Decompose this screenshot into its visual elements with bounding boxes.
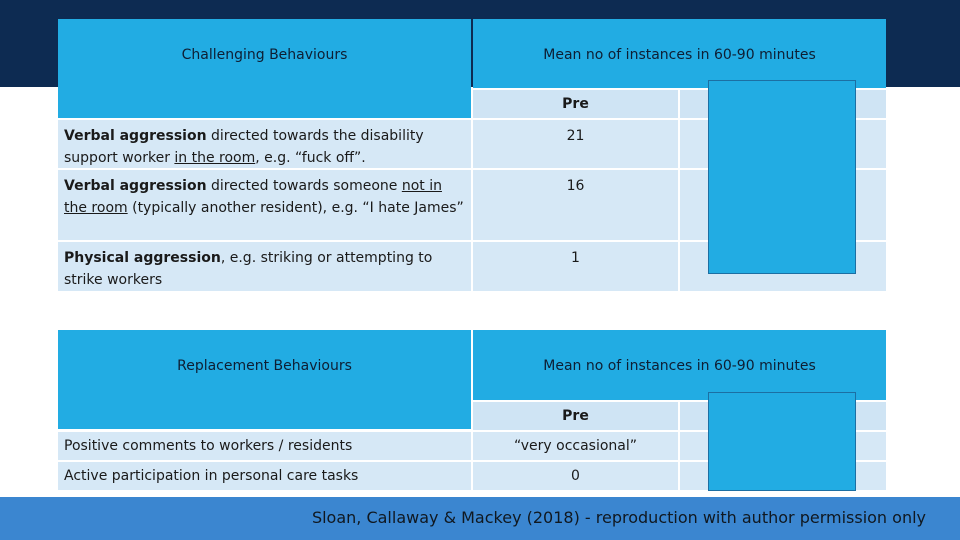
table1-row-1-pre: 21 (473, 120, 678, 168)
post-column-mask-bottom (708, 392, 856, 491)
table1-pre-header: Pre (473, 90, 678, 118)
table1-row-1-label: Verbal aggression directed towards the d… (58, 120, 471, 168)
table1-row-3-pre: 1 (473, 242, 678, 291)
table1-header-right: Mean no of instances in 60-90 minutes (473, 19, 886, 88)
table2-row-1-pre: “very occasional” (473, 432, 678, 460)
table1-header-left: Challenging Behaviours (58, 19, 471, 118)
table1-row-2-pre: 16 (473, 170, 678, 240)
table2-header-left: Replacement Behaviours (58, 330, 471, 429)
table2-row-1-label: Positive comments to workers / residents (58, 432, 471, 460)
table2-row-2-pre: 0 (473, 462, 678, 490)
table2-header-right: Mean no of instances in 60-90 minutes (473, 330, 886, 400)
table2-pre-header: Pre (473, 402, 678, 430)
post-column-mask-top (708, 80, 856, 274)
footer-banner (0, 497, 960, 540)
table1-row-3-label: Physical aggression, e.g. striking or at… (58, 242, 471, 291)
table2-row-2-label: Active participation in personal care ta… (58, 462, 471, 490)
footer-citation: Sloan, Callaway & Mackey (2018) - reprod… (311, 508, 926, 527)
table1-row-2-label: Verbal aggression directed towards someo… (58, 170, 471, 240)
